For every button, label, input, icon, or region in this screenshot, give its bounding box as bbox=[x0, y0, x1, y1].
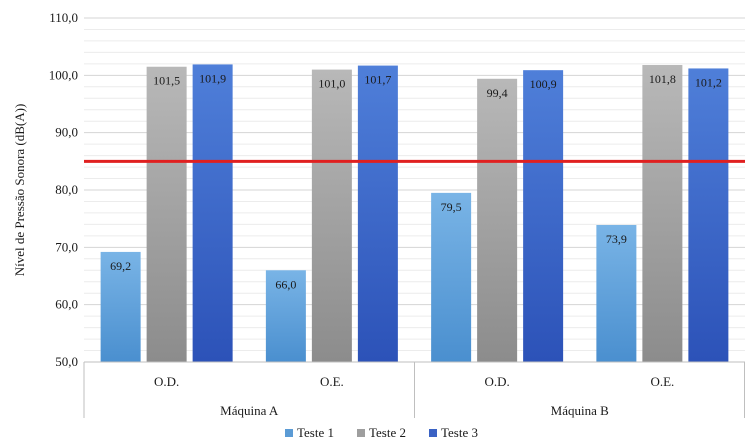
y-axis-label: Nível de Pressão Sonora (dB(A)) bbox=[12, 104, 27, 277]
y-tick-label: 60,0 bbox=[55, 297, 78, 312]
bar-teste-1 bbox=[596, 224, 637, 362]
bar-teste-3 bbox=[523, 70, 564, 362]
data-label: 101,0 bbox=[318, 77, 345, 91]
y-tick-label: 90,0 bbox=[55, 125, 78, 140]
bar-teste-1 bbox=[100, 251, 141, 362]
y-tick-label: 80,0 bbox=[55, 182, 78, 197]
y-tick-label: 70,0 bbox=[55, 239, 78, 254]
legend-swatch bbox=[357, 429, 365, 437]
y-tick-label: 50,0 bbox=[55, 354, 78, 369]
group-label: Máquina B bbox=[551, 403, 609, 418]
bar-teste-1 bbox=[265, 270, 306, 362]
category-label: O.D. bbox=[484, 374, 509, 389]
data-label: 101,7 bbox=[364, 73, 391, 87]
legend-label: Teste 2 bbox=[369, 425, 406, 440]
legend-label: Teste 1 bbox=[297, 425, 334, 440]
data-label: 66,0 bbox=[275, 277, 296, 291]
legend-swatch bbox=[285, 429, 293, 437]
data-label: 101,2 bbox=[695, 75, 722, 89]
bar-teste-2 bbox=[311, 69, 352, 362]
data-label: 101,5 bbox=[153, 74, 180, 88]
category-label: O.E. bbox=[320, 374, 344, 389]
legend-label: Teste 3 bbox=[441, 425, 478, 440]
data-label: 101,9 bbox=[199, 71, 226, 85]
bar-teste-1 bbox=[431, 192, 472, 362]
data-label: 100,9 bbox=[530, 77, 557, 91]
bar-teste-3 bbox=[357, 65, 398, 362]
y-tick-label: 100,0 bbox=[49, 67, 78, 82]
data-label: 73,9 bbox=[606, 232, 627, 246]
bar-teste-2 bbox=[146, 66, 187, 362]
data-label: 69,2 bbox=[110, 259, 131, 273]
bar-teste-3 bbox=[688, 68, 729, 362]
bar-teste-3 bbox=[192, 64, 233, 362]
data-label: 99,4 bbox=[487, 86, 508, 100]
group-label: Máquina A bbox=[220, 403, 279, 418]
data-label: 79,5 bbox=[441, 200, 462, 214]
category-label: O.E. bbox=[650, 374, 674, 389]
bar-teste-2 bbox=[642, 65, 683, 362]
data-label: 101,8 bbox=[649, 72, 676, 86]
legend-swatch bbox=[429, 429, 437, 437]
category-label: O.D. bbox=[154, 374, 179, 389]
bar-teste-2 bbox=[477, 78, 518, 363]
y-tick-label: 110,0 bbox=[49, 10, 78, 25]
